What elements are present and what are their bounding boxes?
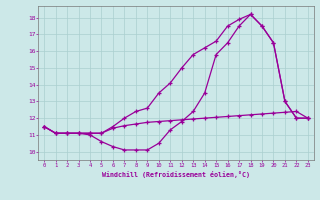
X-axis label: Windchill (Refroidissement éolien,°C): Windchill (Refroidissement éolien,°C) (102, 171, 250, 178)
